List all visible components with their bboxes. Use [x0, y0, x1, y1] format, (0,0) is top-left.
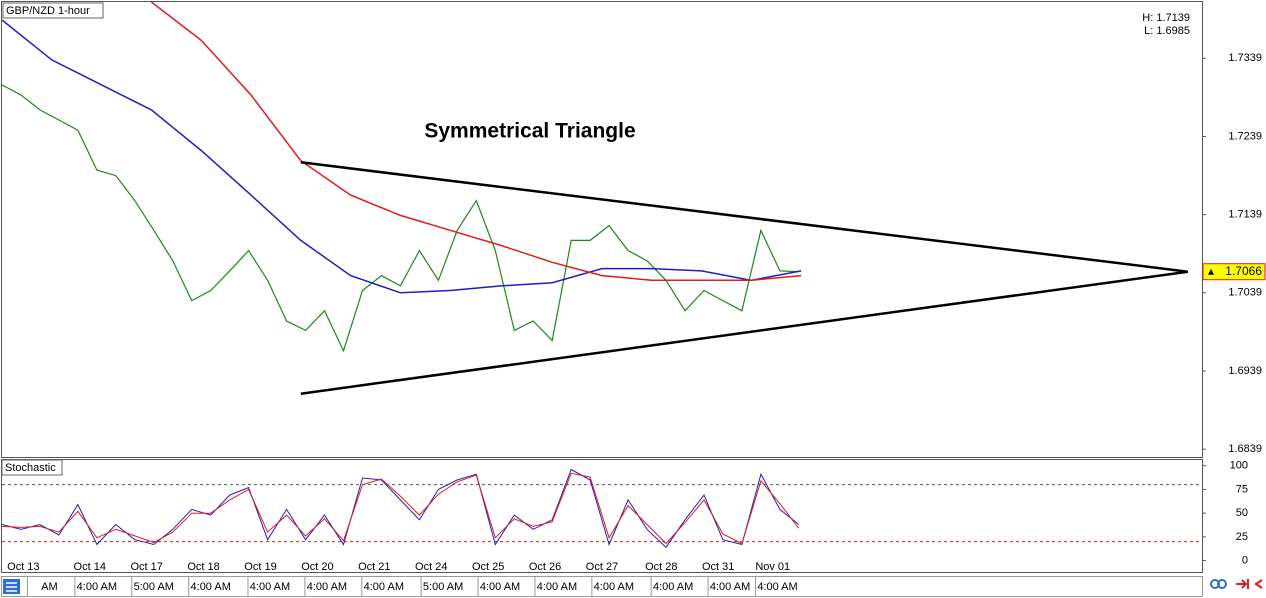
price-pane [1, 1, 1203, 458]
stoch-tick-label: 25 [1236, 531, 1248, 543]
date-label: Oct 20 [301, 561, 333, 573]
time-label: 4:00 AM [757, 581, 797, 593]
time-label: 4:00 AM [77, 581, 117, 593]
price-line [150, 2, 802, 282]
time-label: 4:00 AM [250, 581, 290, 593]
trendline [300, 270, 1188, 395]
low-label: L: 1.6985 [1144, 25, 1190, 37]
pattern-annotation: Symmetrical Triangle [424, 120, 635, 143]
stoch-tick-label: 75 [1236, 483, 1248, 495]
y-tick-label: 1.7339 [1228, 52, 1262, 64]
last-price-marker [1208, 268, 1214, 275]
date-label: Oct 28 [645, 561, 677, 573]
date-label: Oct 31 [702, 561, 734, 573]
date-label: Oct 26 [529, 561, 561, 573]
date-label: Oct 21 [358, 561, 390, 573]
date-label: Oct 13 [7, 561, 39, 573]
stoch-tick-label: 50 [1236, 507, 1248, 519]
y-tick-label: 1.6939 [1228, 365, 1262, 377]
price-line [2, 19, 802, 294]
high-label: H: 1.7139 [1142, 12, 1190, 24]
y-tick-label: 1.7039 [1228, 287, 1262, 299]
date-label: Oct 14 [74, 561, 106, 573]
stoch-tick-label: 0 [1242, 555, 1248, 567]
x-axis-bar [1, 576, 1203, 597]
y-tick-label: 1.6839 [1228, 443, 1262, 455]
chart-title: GBP/NZD 1-hour [6, 5, 90, 17]
y-tick-label: 1.7239 [1228, 130, 1262, 142]
time-label: 5:00 AM [423, 581, 463, 593]
y-tick-label: 1.7139 [1228, 209, 1262, 221]
time-label: 4:00 AM [480, 581, 520, 593]
time-label: 4:00 AM [537, 581, 577, 593]
title-box [2, 2, 104, 19]
time-label: 4:00 AM [191, 581, 231, 593]
time-label: 4:00 AM [594, 581, 634, 593]
time-label: 4:00 AM [307, 581, 347, 593]
date-label: Oct 19 [244, 561, 276, 573]
date-label: Oct 24 [415, 561, 447, 573]
stochastic-pane [1, 459, 1203, 573]
toolbar-left[interactable] [3, 579, 20, 594]
stochastic-title-box [1, 459, 63, 476]
time-label: 4:00 AM [364, 581, 404, 593]
stoch-tick-label: 100 [1230, 460, 1248, 472]
date-label: Oct 27 [586, 561, 618, 573]
trendline [300, 161, 1188, 273]
toolbar-right[interactable] [1210, 579, 1263, 589]
stochastic-title: Stochastic [5, 462, 56, 474]
time-label: 4:00 AM [710, 581, 750, 593]
date-label: Oct 18 [187, 561, 219, 573]
time-label: AM [41, 581, 58, 593]
time-label: 5:00 AM [134, 581, 174, 593]
scroll-end-button[interactable] [1236, 579, 1249, 589]
link-button [1217, 579, 1227, 589]
date-label: Nov 01 [755, 561, 790, 573]
date-label: Oct 17 [130, 561, 162, 573]
date-label: Oct 25 [472, 561, 504, 573]
last-price-label: 1.7066 [1225, 264, 1262, 278]
time-label: 4:00 AM [653, 581, 693, 593]
last-price-tag [1202, 263, 1266, 281]
scroll-button[interactable] [1254, 579, 1263, 589]
stoch-line [2, 468, 800, 549]
stoch-line [2, 472, 800, 545]
